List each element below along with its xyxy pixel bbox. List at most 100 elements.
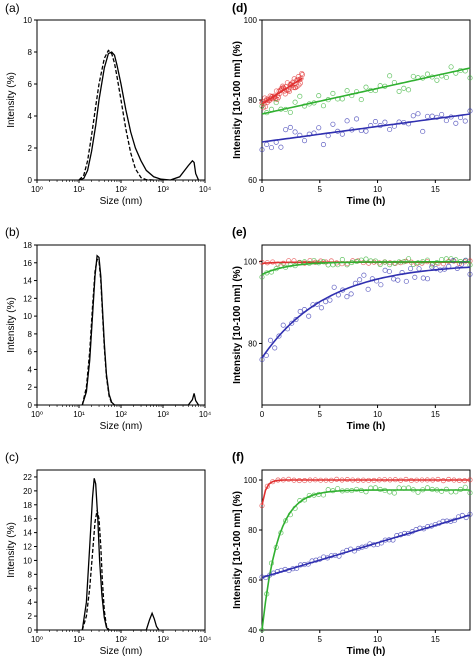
series-dashed-line xyxy=(81,257,115,406)
data-point xyxy=(453,120,459,126)
x-tick-label: 10⁰ xyxy=(31,410,43,419)
data-point xyxy=(378,282,384,288)
y-tick-label: 80 xyxy=(248,526,257,535)
data-point xyxy=(299,71,305,77)
data-point xyxy=(268,145,275,151)
data-point xyxy=(320,141,327,148)
x-tick-label: 5 xyxy=(318,635,323,644)
plot-frame xyxy=(36,469,206,631)
plot-frame xyxy=(261,469,471,631)
x-tick-label: 10 xyxy=(373,635,382,644)
data-point xyxy=(372,258,379,264)
panel-label: (f) xyxy=(232,450,244,464)
data-point xyxy=(377,261,383,268)
x-tick-label: 10¹ xyxy=(73,635,85,644)
x-tick-label: 10⁰ xyxy=(31,635,43,644)
y-axis-label: Intensity [10-100 nm] (%) xyxy=(232,41,243,159)
data-point xyxy=(327,297,333,303)
data-point xyxy=(439,488,445,494)
data-point xyxy=(262,104,268,110)
y-tick-label: 14 xyxy=(23,529,32,538)
fit-line xyxy=(261,266,471,359)
data-point xyxy=(280,322,286,328)
data-point xyxy=(259,103,265,109)
data-point xyxy=(412,274,418,280)
data-point xyxy=(361,272,367,278)
data-point xyxy=(267,337,274,343)
data-point xyxy=(299,72,305,78)
x-tick-label: 10 xyxy=(373,410,382,419)
data-point xyxy=(408,266,414,272)
data-point xyxy=(286,88,292,94)
data-point xyxy=(386,268,392,275)
data-point xyxy=(311,257,317,264)
data-point xyxy=(448,64,454,70)
fit-line xyxy=(261,260,470,276)
y-tick-label: 10 xyxy=(23,556,32,565)
data-point xyxy=(297,77,303,83)
x-tick-label: 10⁰ xyxy=(31,185,43,194)
data-point xyxy=(443,74,449,81)
data-point xyxy=(344,118,350,124)
data-point xyxy=(382,119,388,125)
x-tick-label: 10¹ xyxy=(73,410,85,419)
data-point xyxy=(410,113,416,119)
data-point xyxy=(292,129,298,135)
data-point xyxy=(318,305,324,311)
y-tick-label: 80 xyxy=(248,339,257,348)
y-tick-label: 8 xyxy=(28,48,33,57)
y-tick-label: 8 xyxy=(28,330,33,339)
panel-d: (d) 0 5 10 15 60 80 100 Time (h) Intensity [10-10… xyxy=(232,1,473,207)
data-point xyxy=(365,286,371,292)
data-point xyxy=(330,90,336,97)
data-point xyxy=(316,125,322,131)
y-tick-label: 16 xyxy=(23,515,32,524)
data-point xyxy=(295,74,301,80)
x-tick-label: 5 xyxy=(318,410,323,419)
data-point xyxy=(358,97,364,103)
y-tick-label: 2 xyxy=(28,144,33,153)
series-solid-line xyxy=(81,478,160,631)
data-point xyxy=(363,256,369,262)
x-tick-label: 5 xyxy=(318,185,323,194)
data-point xyxy=(287,109,293,115)
fit-line xyxy=(261,67,471,115)
data-point xyxy=(297,308,303,315)
data-point xyxy=(415,260,421,266)
y-tick-label: 10 xyxy=(23,312,32,321)
data-point xyxy=(429,262,435,268)
y-tick-label: 6 xyxy=(28,584,33,593)
y-axis-label: Intensity [10-100 nm] (%) xyxy=(232,266,243,384)
y-tick-label: 14 xyxy=(23,277,32,286)
panel-label: (a) xyxy=(5,1,20,15)
plot-frame xyxy=(261,244,471,406)
data-point xyxy=(357,277,363,283)
data-point xyxy=(273,100,279,106)
data-point xyxy=(353,116,360,122)
data-point xyxy=(276,333,282,339)
y-tick-label: 4 xyxy=(28,112,33,121)
data-point xyxy=(450,258,456,264)
panel-e: (e) 0 5 10 15 80 100 Time (h) Intensity [10-100 … xyxy=(232,225,473,432)
x-axis-label: Time (h) xyxy=(347,646,386,657)
data-point xyxy=(463,257,469,263)
data-point xyxy=(391,490,397,496)
data-point xyxy=(425,276,431,282)
data-point xyxy=(363,128,369,134)
panel-f: (f) 0 5 10 15 40 60 80 100 Time (h) Intensity [10-… xyxy=(232,450,473,657)
y-axis-label: Intensity [10-100 nm] (%) xyxy=(232,491,243,609)
data-point xyxy=(424,71,431,77)
x-axis-label: Size (nm) xyxy=(100,646,143,657)
data-point xyxy=(353,486,360,492)
data-point xyxy=(344,294,350,300)
y-tick-label: 22 xyxy=(23,473,32,482)
y-tick-label: 4 xyxy=(28,598,33,607)
y-tick-label: 4 xyxy=(28,365,33,374)
data-point xyxy=(330,121,336,127)
data-point xyxy=(272,345,278,351)
x-tick-label: 0 xyxy=(260,410,265,419)
data-point xyxy=(405,87,412,93)
series-solid-line xyxy=(81,254,200,406)
data-point xyxy=(467,262,473,268)
